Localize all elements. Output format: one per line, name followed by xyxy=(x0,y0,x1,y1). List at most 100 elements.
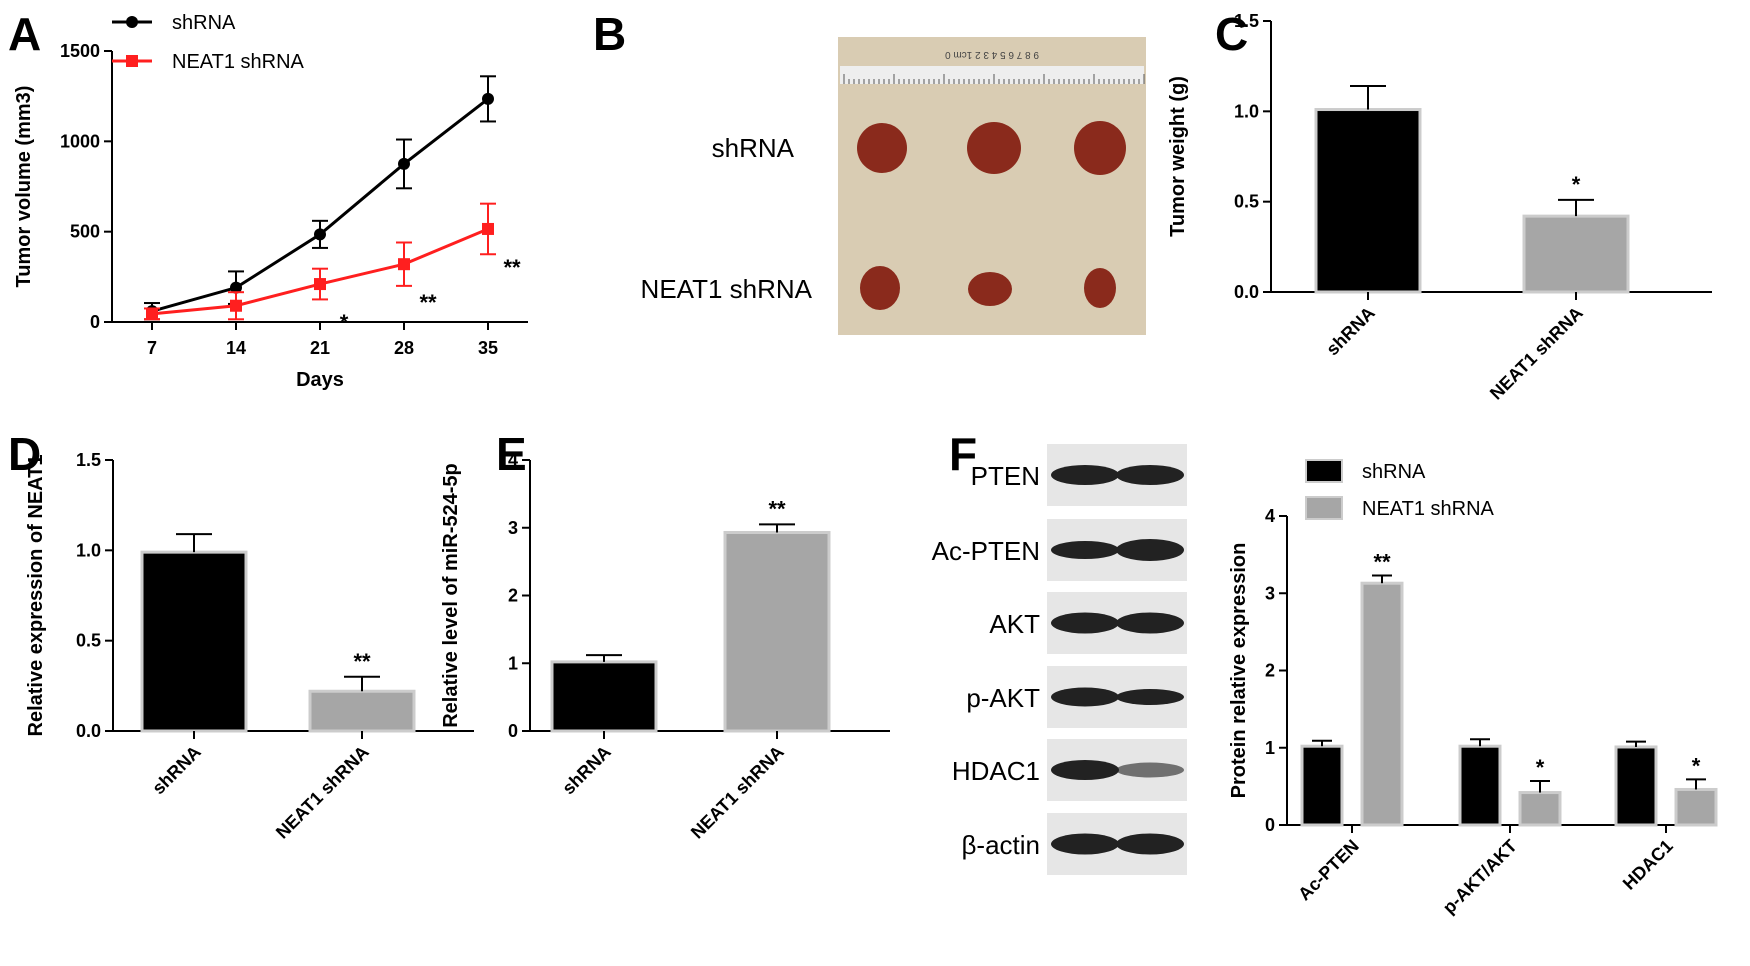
blot-label: PTEN xyxy=(971,461,1040,491)
legend-label: shRNA xyxy=(1362,461,1426,483)
blot-label: HDAC1 xyxy=(952,756,1040,786)
y-axis-label: Protein relative expression xyxy=(1228,543,1250,799)
x-tick-label: HDAC1 xyxy=(1619,836,1677,894)
y-tick-label: 0 xyxy=(90,312,100,332)
data-point xyxy=(398,258,410,271)
blot-band xyxy=(1116,689,1184,705)
panel-letter: A xyxy=(8,8,41,60)
x-tick-label: 28 xyxy=(394,338,414,358)
y-tick-label: 1.5 xyxy=(1234,11,1259,31)
x-tick-label: shRNA xyxy=(1322,303,1379,360)
tumor-shrna xyxy=(857,123,907,173)
panel-b-tumor-photo: 9 8 7 6 5 4 3 2 1cm 0 shRNA NEAT1 shRNA xyxy=(641,37,1146,335)
bar xyxy=(308,689,416,733)
y-tick-label: 0.0 xyxy=(76,721,101,741)
bar xyxy=(1674,787,1718,827)
y-tick-label: 1.0 xyxy=(1234,101,1259,121)
panel-letters: A B C D E F xyxy=(8,8,1248,480)
y-tick-label: 1000 xyxy=(60,131,100,151)
data-point xyxy=(146,307,158,320)
y-axis-label: Tumor volume (mm3) xyxy=(13,86,35,288)
row-label-neat1-shrna: NEAT1 shRNA xyxy=(641,274,813,304)
y-tick-label: 0.0 xyxy=(1234,282,1259,302)
tumor-shrna xyxy=(1074,121,1126,175)
blot-band xyxy=(1051,833,1119,855)
significance-label: * xyxy=(1572,172,1581,197)
legend-label: NEAT1 shRNA xyxy=(1362,498,1495,520)
panel-letter: B xyxy=(593,8,626,60)
x-tick-label: shRNA xyxy=(148,742,205,799)
ruler xyxy=(840,66,1144,84)
y-tick-label: 4 xyxy=(508,450,518,470)
tumor-neat1-shrna xyxy=(860,266,900,310)
y-tick-label: 0.5 xyxy=(76,631,101,651)
y-tick-label: 1 xyxy=(508,653,518,673)
panel-e-bar-chart: 0 1 2 3 4 Relative level of miR-524-5p shRNA **… xyxy=(440,450,890,843)
bar xyxy=(1314,108,1422,294)
data-point xyxy=(314,278,326,291)
bar xyxy=(1360,581,1404,827)
x-tick-label: NEAT1 shRNA xyxy=(1486,303,1587,404)
data-point xyxy=(230,281,242,294)
significance-label: * xyxy=(1692,753,1701,778)
y-tick-label: 3 xyxy=(508,518,518,538)
x-tick-label: Ac-PTEN xyxy=(1294,836,1363,905)
y-tick-label: 2 xyxy=(1265,661,1275,681)
significance-label: ** xyxy=(768,496,786,521)
legend-swatch xyxy=(1305,459,1343,483)
blot-band xyxy=(1051,760,1119,780)
legend-label: shRNA xyxy=(172,12,236,34)
bar xyxy=(1458,744,1502,827)
y-axis-label: Tumor weight (g) xyxy=(1167,76,1189,237)
x-tick-label: NEAT1 shRNA xyxy=(272,742,373,843)
x-tick-label: NEAT1 shRNA xyxy=(687,742,788,843)
panel-letter: C xyxy=(1215,8,1248,60)
significance-label: ** xyxy=(419,290,437,315)
panel-d-bar-chart: 0.0 0.5 1.0 1.5 Relative expression of NEAT1… xyxy=(25,450,474,843)
x-tick-label: 21 xyxy=(310,338,330,358)
data-point xyxy=(398,157,410,170)
blot-band xyxy=(1116,762,1184,778)
blot-band xyxy=(1051,541,1119,559)
bar xyxy=(1518,791,1562,827)
y-tick-label: 0.5 xyxy=(1234,192,1259,212)
blot-band xyxy=(1116,612,1184,634)
data-point xyxy=(230,299,242,312)
bar xyxy=(140,550,248,733)
blot-label: β-actin xyxy=(961,830,1040,860)
y-tick-label: 0 xyxy=(1265,815,1275,835)
significance-label: ** xyxy=(503,255,521,280)
blot-band xyxy=(1116,465,1184,485)
significance-label: ** xyxy=(353,649,371,674)
x-axis-label: Days xyxy=(296,369,344,391)
y-axis-label: Relative expression of NEAT1 xyxy=(25,455,47,737)
panel-f-western-blot: PTEN Ac-PTEN AKT p-AKT HDAC1 β-actin xyxy=(932,444,1187,875)
legend-swatch xyxy=(1305,496,1343,520)
panel-letter: D xyxy=(8,428,41,480)
bar xyxy=(1614,745,1658,827)
y-tick-label: 4 xyxy=(1265,506,1275,526)
blot-band xyxy=(1116,833,1184,855)
y-tick-label: 2 xyxy=(508,586,518,606)
legend-label: NEAT1 shRNA xyxy=(172,51,305,73)
panel-letter: F xyxy=(949,428,977,480)
significance-label: ** xyxy=(1373,549,1391,574)
blot-band xyxy=(1116,539,1184,561)
significance-label: * xyxy=(340,310,349,335)
blot-label: Ac-PTEN xyxy=(932,536,1040,566)
data-point xyxy=(482,92,494,105)
tumor-neat1-shrna xyxy=(968,272,1012,306)
bar xyxy=(1522,214,1630,294)
legend-marker xyxy=(126,55,138,67)
tumor-neat1-shrna xyxy=(1084,268,1116,308)
blot-band xyxy=(1051,687,1119,707)
y-tick-label: 1.0 xyxy=(76,540,101,560)
panel-letter: E xyxy=(496,428,527,480)
row-label-shrna: shRNA xyxy=(712,133,795,163)
x-tick-label: 7 xyxy=(147,338,157,358)
x-tick-label: p-AKT/AKT xyxy=(1439,836,1521,918)
legend-marker xyxy=(126,16,138,28)
bar xyxy=(550,660,658,733)
